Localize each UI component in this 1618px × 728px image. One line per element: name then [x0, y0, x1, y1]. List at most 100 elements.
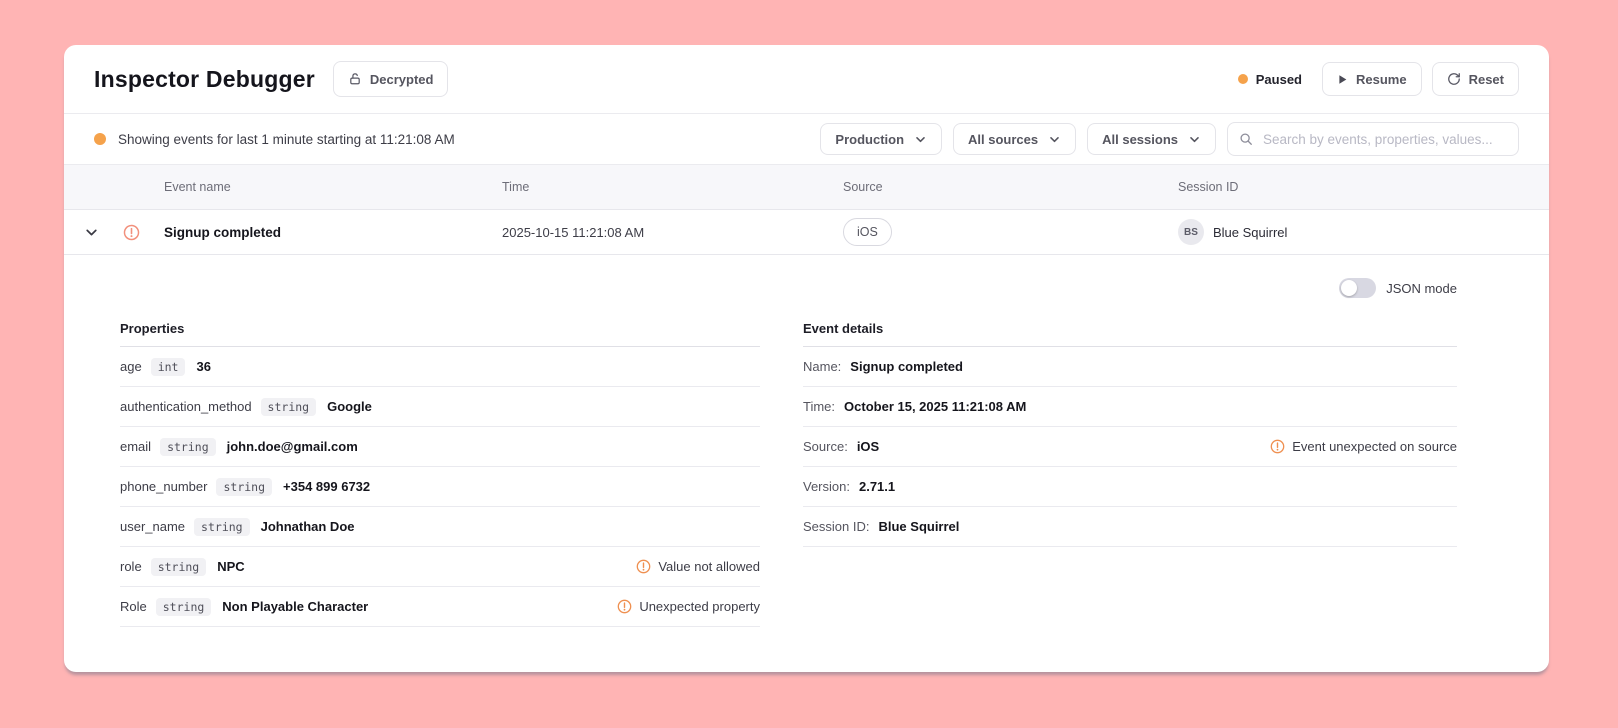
- property-key: age: [120, 359, 142, 374]
- json-mode-label: JSON mode: [1386, 280, 1457, 296]
- warning-icon: [1270, 439, 1285, 454]
- filter-controls: Production All sources All sessions: [820, 122, 1519, 156]
- event-table-row[interactable]: Signup completed 2025-10-15 11:21:08 AM …: [64, 210, 1549, 255]
- property-row: age int 36: [120, 347, 760, 387]
- property-type-badge: string: [216, 477, 273, 496]
- dropdown-label: All sources: [968, 131, 1039, 147]
- properties-panel: Properties age int 36 authentication_met…: [120, 321, 760, 627]
- session-cell: BS Blue Squirrel: [1178, 219, 1549, 245]
- events-window-text: Showing events for last 1 minute startin…: [118, 131, 455, 147]
- warning-text: Event unexpected on source: [1292, 439, 1457, 454]
- warning-text: Unexpected property: [639, 599, 760, 614]
- event-warning-icon: [123, 224, 140, 241]
- property-type-badge: string: [194, 517, 250, 536]
- reset-button[interactable]: Reset: [1431, 62, 1519, 96]
- event-details-title: Event details: [803, 321, 1457, 347]
- resume-label: Resume: [1356, 71, 1407, 87]
- event-details-panel: Event details Name: Signup completed Tim…: [803, 321, 1457, 547]
- reset-label: Reset: [1468, 71, 1504, 87]
- filter-dropdown[interactable]: All sources: [953, 123, 1077, 155]
- source-badge: iOS: [843, 218, 892, 246]
- warning-icon: [617, 599, 632, 614]
- app-header: Inspector Debugger Decrypted Paused Resu…: [64, 45, 1549, 114]
- toggle-knob-icon: [1341, 280, 1358, 296]
- inline-warning: Value not allowed: [636, 559, 760, 574]
- status-label: Paused: [1255, 71, 1302, 87]
- property-value: Johnathan Doe: [260, 519, 355, 534]
- event-detail-row: Name: Signup completed: [803, 347, 1457, 387]
- page-title: Inspector Debugger: [94, 65, 315, 92]
- property-key: email: [120, 439, 152, 454]
- detail-key: Time:: [803, 399, 836, 414]
- filter-dropdowns: Production All sources All sessions: [820, 123, 1216, 155]
- recording-dot-icon: [94, 133, 106, 145]
- session-name: Blue Squirrel: [1213, 224, 1288, 240]
- rotate-cw-icon: [1447, 72, 1461, 86]
- header-actions: Paused Resume Reset: [1237, 62, 1519, 96]
- property-key: phone_number: [120, 479, 208, 494]
- event-detail-panel: JSON mode Properties age int 36 authenti…: [64, 255, 1549, 627]
- inline-warning: Event unexpected on source: [1270, 439, 1457, 454]
- property-key: user_name: [120, 519, 186, 534]
- decrypted-button[interactable]: Decrypted: [332, 61, 449, 97]
- filter-dropdown[interactable]: Production: [820, 123, 943, 155]
- detail-value: Blue Squirrel: [878, 519, 960, 534]
- event-details-rows: Name: Signup completed Time: October 15,…: [803, 347, 1457, 547]
- json-mode-toggle[interactable]: [1339, 278, 1377, 298]
- status-badge: Paused: [1237, 71, 1302, 87]
- property-key: role: [120, 559, 142, 574]
- chevron-down-icon: [1188, 133, 1201, 146]
- detail-panels: Properties age int 36 authentication_met…: [120, 321, 1457, 627]
- search-box: [1227, 122, 1519, 156]
- event-detail-row: Time: October 15, 2025 11:21:08 AM: [803, 387, 1457, 427]
- property-key: authentication_method: [120, 399, 252, 414]
- property-row: user_name string Johnathan Doe: [120, 507, 760, 547]
- property-row: email string john.doe@gmail.com: [120, 427, 760, 467]
- detail-key: Name:: [803, 359, 842, 374]
- property-type-badge: int: [150, 357, 186, 376]
- detail-value: October 15, 2025 11:21:08 AM: [844, 399, 1027, 414]
- chevron-down-icon: [1048, 133, 1061, 146]
- play-icon: [1337, 74, 1348, 85]
- chevron-down-icon[interactable]: [84, 225, 99, 240]
- property-value: NPC: [217, 559, 245, 574]
- event-detail-row: Source: iOS Event unexpected on source: [803, 427, 1457, 467]
- property-value: 36: [196, 359, 211, 374]
- properties-title: Properties: [120, 321, 760, 347]
- chevron-down-icon: [914, 133, 927, 146]
- warning-text: Value not allowed: [658, 559, 760, 574]
- event-detail-row: Session ID: Blue Squirrel: [803, 507, 1457, 547]
- json-mode-row: JSON mode: [120, 255, 1457, 298]
- event-detail-row: Version: 2.71.1: [803, 467, 1457, 507]
- avatar: BS: [1178, 219, 1204, 245]
- property-type-badge: string: [260, 397, 317, 416]
- search-icon: [1239, 132, 1253, 146]
- search-input[interactable]: [1261, 130, 1507, 148]
- event-time-cell: 2025-10-15 11:21:08 AM: [502, 224, 645, 240]
- decrypted-label: Decrypted: [369, 71, 434, 87]
- warning-icon: [636, 559, 651, 574]
- property-value: john.doe@gmail.com: [226, 439, 358, 454]
- property-row: Role string Non Playable Character Unexp…: [120, 587, 760, 627]
- column-source: Source: [843, 180, 883, 194]
- property-value: Non Playable Character: [222, 599, 369, 614]
- detail-key: Source:: [803, 439, 848, 454]
- column-time: Time: [502, 180, 530, 194]
- properties-rows: age int 36 authentication_method string …: [120, 347, 760, 627]
- detail-value: iOS: [856, 439, 880, 454]
- resume-button[interactable]: Resume: [1322, 62, 1422, 96]
- property-type-badge: string: [155, 597, 212, 616]
- filter-dropdown[interactable]: All sessions: [1087, 123, 1216, 155]
- property-value: +354 899 6732: [283, 479, 371, 494]
- status-dot-icon: [1237, 74, 1248, 84]
- detail-key: Session ID:: [803, 519, 870, 534]
- inline-warning: Unexpected property: [617, 599, 760, 614]
- table-header: Event name Time Source Session ID: [64, 165, 1549, 210]
- detail-value: 2.71.1: [858, 479, 896, 494]
- property-type-badge: string: [160, 437, 216, 456]
- lock-open-icon: [348, 72, 362, 86]
- property-row: phone_number string +354 899 6732: [120, 467, 760, 507]
- events-window-status: Showing events for last 1 minute startin…: [94, 132, 455, 147]
- dropdown-label: All sessions: [1102, 131, 1178, 147]
- property-row: authentication_method string Google: [120, 387, 760, 427]
